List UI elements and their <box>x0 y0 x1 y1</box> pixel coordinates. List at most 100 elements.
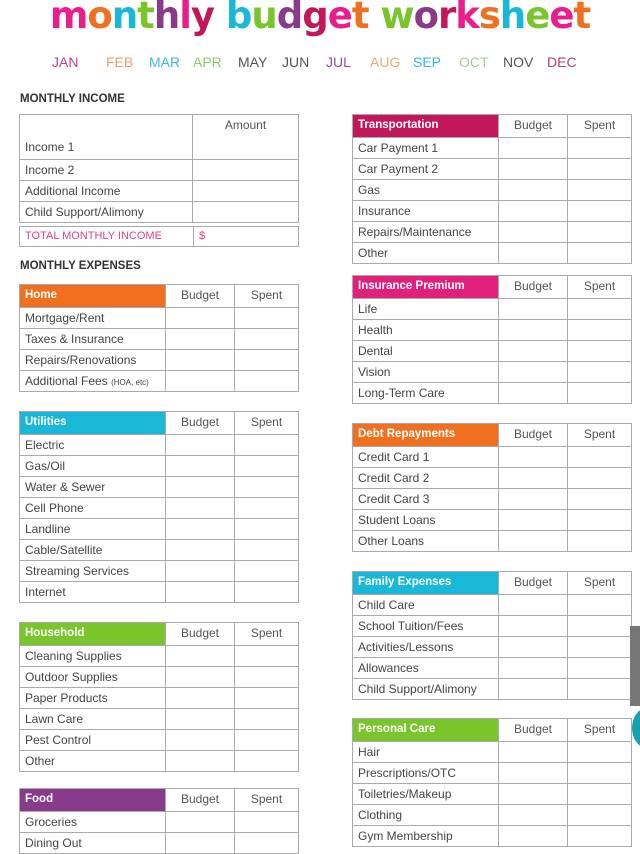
month-feb[interactable]: FEB <box>106 54 134 70</box>
month-jan[interactable]: JAN <box>52 54 79 70</box>
budget-cell[interactable] <box>165 371 234 391</box>
spent-cell[interactable] <box>567 320 631 340</box>
budget-cell[interactable] <box>165 688 234 708</box>
budget-cell[interactable] <box>498 159 567 179</box>
budget-cell[interactable] <box>498 180 567 200</box>
spent-cell[interactable] <box>234 667 298 687</box>
spent-cell[interactable] <box>567 299 631 319</box>
spent-cell[interactable] <box>567 447 631 467</box>
budget-cell[interactable] <box>498 742 567 762</box>
budget-cell[interactable] <box>165 498 234 518</box>
spent-cell[interactable] <box>234 350 298 370</box>
spent-cell[interactable] <box>234 435 298 455</box>
spent-cell[interactable] <box>567 341 631 361</box>
spent-cell[interactable] <box>567 180 631 200</box>
month-jul[interactable]: JUL <box>326 54 351 70</box>
spent-cell[interactable] <box>234 751 298 771</box>
spent-cell[interactable] <box>234 709 298 729</box>
month-oct[interactable]: OCT <box>459 54 489 70</box>
spent-cell[interactable] <box>567 637 631 657</box>
month-apr[interactable]: APR <box>193 54 222 70</box>
spent-cell[interactable] <box>567 201 631 221</box>
budget-cell[interactable] <box>165 456 234 476</box>
spent-cell[interactable] <box>567 159 631 179</box>
budget-cell[interactable] <box>498 383 567 403</box>
budget-cell[interactable] <box>498 299 567 319</box>
budget-cell[interactable] <box>498 679 567 699</box>
spent-cell[interactable] <box>567 362 631 382</box>
spent-cell[interactable] <box>234 477 298 497</box>
month-sep[interactable]: SEP <box>413 54 442 70</box>
spent-cell[interactable] <box>567 658 631 678</box>
budget-cell[interactable] <box>498 616 567 636</box>
budget-cell[interactable] <box>498 763 567 783</box>
budget-cell[interactable] <box>498 826 567 846</box>
month-dec[interactable]: DEC <box>547 54 577 70</box>
budget-cell[interactable] <box>165 435 234 455</box>
amount-cell[interactable] <box>192 181 298 201</box>
budget-cell[interactable] <box>165 540 234 560</box>
spent-cell[interactable] <box>567 222 631 242</box>
spent-cell[interactable] <box>567 489 631 509</box>
spent-cell[interactable] <box>234 308 298 328</box>
spent-cell[interactable] <box>234 582 298 602</box>
budget-cell[interactable] <box>498 243 567 263</box>
month-aug[interactable]: AUG <box>370 54 401 70</box>
budget-cell[interactable] <box>498 447 567 467</box>
budget-cell[interactable] <box>165 350 234 370</box>
budget-cell[interactable] <box>498 595 567 615</box>
month-mar[interactable]: MAR <box>149 54 181 70</box>
spent-cell[interactable] <box>567 805 631 825</box>
spent-cell[interactable] <box>567 243 631 263</box>
spent-cell[interactable] <box>234 833 298 853</box>
month-nov[interactable]: NOV <box>503 54 534 70</box>
budget-cell[interactable] <box>498 468 567 488</box>
spent-cell[interactable] <box>234 371 298 391</box>
budget-cell[interactable] <box>498 637 567 657</box>
budget-cell[interactable] <box>498 489 567 509</box>
spent-cell[interactable] <box>567 468 631 488</box>
budget-cell[interactable] <box>165 646 234 666</box>
spent-cell[interactable] <box>567 742 631 762</box>
spent-cell[interactable] <box>567 784 631 804</box>
budget-cell[interactable] <box>165 667 234 687</box>
spent-cell[interactable] <box>234 540 298 560</box>
budget-cell[interactable] <box>498 138 567 158</box>
budget-cell[interactable] <box>498 531 567 551</box>
budget-cell[interactable] <box>165 477 234 497</box>
spent-cell[interactable] <box>567 138 631 158</box>
budget-cell[interactable] <box>165 308 234 328</box>
floating-action-button[interactable] <box>632 708 640 748</box>
budget-cell[interactable] <box>165 561 234 581</box>
budget-cell[interactable] <box>498 201 567 221</box>
budget-cell[interactable] <box>498 362 567 382</box>
month-may[interactable]: MAY <box>238 54 268 70</box>
amount-cell[interactable] <box>192 202 298 222</box>
budget-cell[interactable] <box>165 833 234 853</box>
budget-cell[interactable] <box>498 805 567 825</box>
spent-cell[interactable] <box>234 519 298 539</box>
spent-cell[interactable] <box>234 498 298 518</box>
budget-cell[interactable] <box>498 222 567 242</box>
budget-cell[interactable] <box>165 329 234 349</box>
budget-cell[interactable] <box>498 341 567 361</box>
budget-cell[interactable] <box>165 709 234 729</box>
budget-cell[interactable] <box>165 812 234 832</box>
amount-cell[interactable] <box>192 160 298 180</box>
spent-cell[interactable] <box>567 383 631 403</box>
spent-cell[interactable] <box>567 595 631 615</box>
spent-cell[interactable] <box>234 561 298 581</box>
budget-cell[interactable] <box>498 658 567 678</box>
spent-cell[interactable] <box>567 616 631 636</box>
spent-cell[interactable] <box>567 510 631 530</box>
budget-cell[interactable] <box>498 784 567 804</box>
spent-cell[interactable] <box>234 646 298 666</box>
budget-cell[interactable] <box>165 582 234 602</box>
spent-cell[interactable] <box>234 730 298 750</box>
spent-cell[interactable] <box>567 763 631 783</box>
budget-cell[interactable] <box>165 730 234 750</box>
spent-cell[interactable] <box>567 679 631 699</box>
scrollbar[interactable] <box>630 626 640 706</box>
budget-cell[interactable] <box>165 751 234 771</box>
budget-cell[interactable] <box>165 519 234 539</box>
